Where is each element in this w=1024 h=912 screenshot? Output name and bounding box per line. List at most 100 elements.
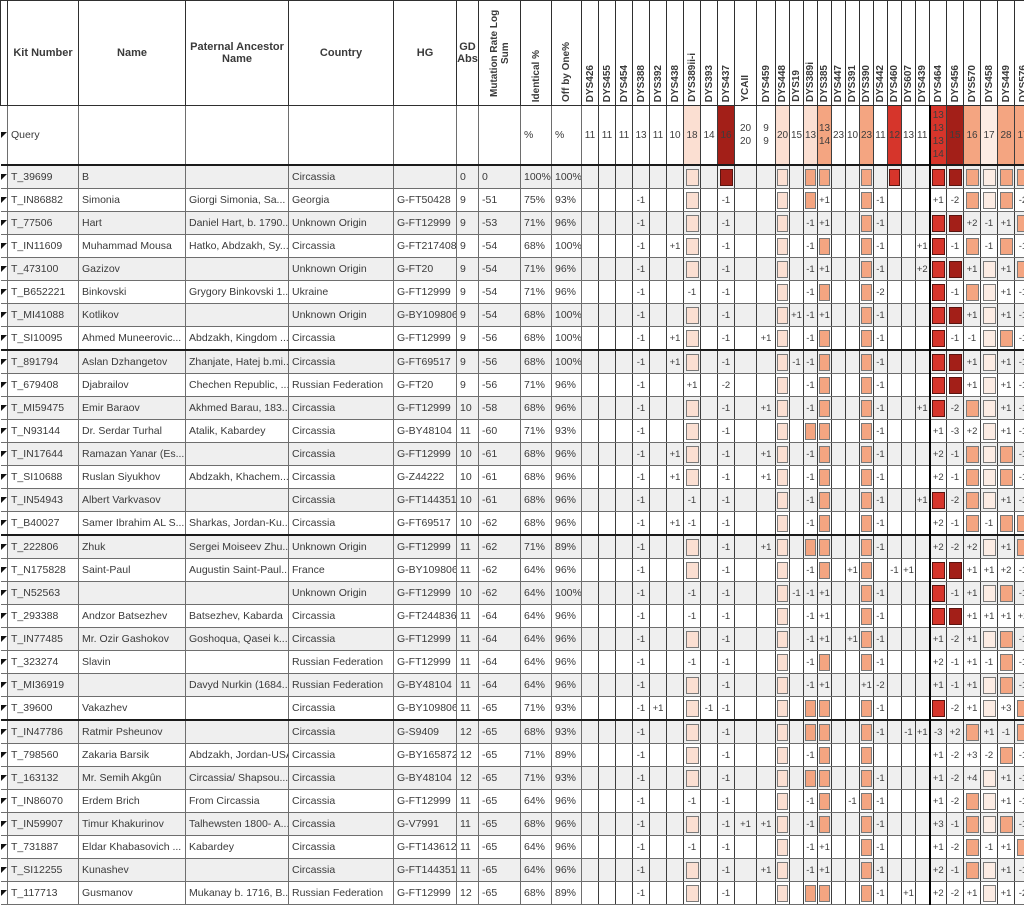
column-header-DYS442[interactable]: DYS442 (873, 0, 888, 106)
row-handle-cell[interactable] (0, 766, 8, 790)
column-header-DYS439[interactable]: DYS439 (915, 0, 930, 106)
cursor-handle-icon[interactable] (0, 705, 7, 711)
column-header-DYS576[interactable]: DYS576 (1014, 0, 1024, 106)
row-handle-cell[interactable] (0, 858, 8, 882)
cursor-handle-icon[interactable] (0, 567, 7, 573)
column-header-DYS464[interactable]: DYS464 (929, 0, 947, 106)
cursor-handle-icon[interactable] (0, 359, 7, 365)
cursor-handle-icon[interactable] (0, 428, 7, 434)
column-header-YCAII[interactable]: YCAII (734, 0, 757, 106)
column-header-DYS607[interactable]: DYS607 (901, 0, 916, 106)
row-handle-cell[interactable] (0, 442, 8, 466)
column-header-DYS449[interactable]: DYS449 (997, 0, 1015, 106)
column-header-gd-abs[interactable]: GD (Abs) (456, 0, 479, 106)
row-handle-cell[interactable] (0, 812, 8, 836)
cursor-handle-icon[interactable] (0, 220, 7, 226)
row-handle-cell[interactable] (0, 604, 8, 628)
cursor-handle-icon[interactable] (0, 867, 7, 873)
cursor-handle-icon[interactable] (0, 890, 7, 896)
cursor-handle-icon[interactable] (0, 752, 7, 758)
cursor-handle-icon[interactable] (0, 174, 7, 180)
column-header-DYS385[interactable]: DYS385 (817, 0, 832, 106)
cursor-handle-icon[interactable] (0, 132, 7, 138)
column-header-DYS456[interactable]: DYS456 (946, 0, 964, 106)
cursor-handle-icon[interactable] (0, 775, 7, 781)
column-header-hg[interactable]: HG (393, 0, 457, 106)
column-header-off-by-one-pct[interactable]: Off by One% (551, 0, 582, 106)
row-handle-cell[interactable] (0, 627, 8, 651)
cursor-handle-icon[interactable] (0, 682, 7, 688)
cursor-handle-icon[interactable] (0, 520, 7, 526)
column-header-DYS19[interactable]: DYS19 (789, 0, 804, 106)
row-handle-cell[interactable] (0, 719, 8, 744)
row-handle-cell[interactable] (0, 105, 8, 166)
cursor-handle-icon[interactable] (0, 474, 7, 480)
cursor-handle-icon[interactable] (0, 243, 7, 249)
row-handle-cell[interactable] (0, 164, 8, 189)
column-header-name[interactable]: Name (78, 0, 186, 106)
cursor-handle-icon[interactable] (0, 289, 7, 295)
column-header-paternal-ancestor[interactable]: Paternal Ancestor Name (185, 0, 289, 106)
row-handle-cell[interactable] (0, 835, 8, 859)
column-header-country[interactable]: Country (288, 0, 394, 106)
cursor-handle-icon[interactable] (0, 335, 7, 341)
column-header-DYS447[interactable]: DYS447 (831, 0, 846, 106)
row-handle-cell[interactable] (0, 511, 8, 536)
column-header-DYS391[interactable]: DYS391 (845, 0, 860, 106)
cursor-handle-icon[interactable] (0, 613, 7, 619)
cursor-handle-icon[interactable] (0, 451, 7, 457)
row-handle-cell[interactable] (0, 558, 8, 582)
row-handle-cell[interactable] (0, 188, 8, 212)
column-header-DYS459[interactable]: DYS459 (756, 0, 776, 106)
cursor-handle-icon[interactable] (0, 636, 7, 642)
cursor-handle-icon[interactable] (0, 382, 7, 388)
cursor-handle-icon[interactable] (0, 590, 7, 596)
column-header-DYS389i[interactable]: DYS389i (803, 0, 818, 106)
row-handle-cell[interactable] (0, 743, 8, 767)
cursor-handle-icon[interactable] (0, 544, 7, 550)
column-header-DYS437[interactable]: DYS437 (717, 0, 735, 106)
row-handle-cell[interactable] (0, 234, 8, 258)
column-header-DYS388[interactable]: DYS388 (632, 0, 650, 106)
cursor-handle-icon[interactable] (0, 405, 7, 411)
row-handle-cell[interactable] (0, 303, 8, 327)
cursor-handle-icon[interactable] (0, 497, 7, 503)
row-handle-cell[interactable] (0, 396, 8, 420)
row-handle-cell[interactable] (0, 257, 8, 281)
cursor-handle-icon[interactable] (0, 821, 7, 827)
row-handle-cell[interactable] (0, 789, 8, 813)
column-header-DYS390[interactable]: DYS390 (859, 0, 874, 106)
column-header-DYS460[interactable]: DYS460 (887, 0, 902, 106)
row-handle-cell[interactable] (0, 650, 8, 674)
column-header-DYS393[interactable]: DYS393 (700, 0, 718, 106)
row-handle-cell[interactable] (0, 349, 8, 374)
column-header-DYS570[interactable]: DYS570 (963, 0, 981, 106)
column-header-DYS426[interactable]: DYS426 (581, 0, 599, 106)
row-handle-cell[interactable] (0, 280, 8, 304)
row-handle-cell[interactable] (0, 581, 8, 605)
cursor-handle-icon[interactable] (0, 266, 7, 272)
row-handle-cell[interactable] (0, 465, 8, 489)
row-handle-cell[interactable] (0, 326, 8, 351)
column-header-DYS389ii-i[interactable]: DYS389ii-i (683, 0, 701, 106)
column-header-mutation-rate-log-sum[interactable]: Mutation Rate Log Sum (478, 0, 521, 106)
cursor-handle-icon[interactable] (0, 844, 7, 850)
row-handle-cell[interactable] (0, 488, 8, 512)
row-handle-cell[interactable] (0, 534, 8, 559)
column-header-identical-pct[interactable]: Identical % (520, 0, 552, 106)
cursor-handle-icon[interactable] (0, 197, 7, 203)
column-header-DYS392[interactable]: DYS392 (649, 0, 667, 106)
cursor-handle-icon[interactable] (0, 659, 7, 665)
row-handle-cell[interactable] (0, 211, 8, 235)
row-handle-cell[interactable] (0, 696, 8, 721)
cursor-handle-icon[interactable] (0, 798, 7, 804)
cursor-handle-icon[interactable] (0, 312, 7, 318)
column-header-DYS454[interactable]: DYS454 (615, 0, 633, 106)
row-handle-cell[interactable] (0, 673, 8, 697)
cursor-handle-icon[interactable] (0, 729, 7, 735)
row-handle-cell[interactable] (0, 419, 8, 443)
row-handle-cell[interactable] (0, 881, 8, 905)
column-header-DYS438[interactable]: DYS438 (666, 0, 684, 106)
column-header-DYS458[interactable]: DYS458 (980, 0, 998, 106)
column-header-kit-number[interactable]: Kit Number (7, 0, 79, 106)
